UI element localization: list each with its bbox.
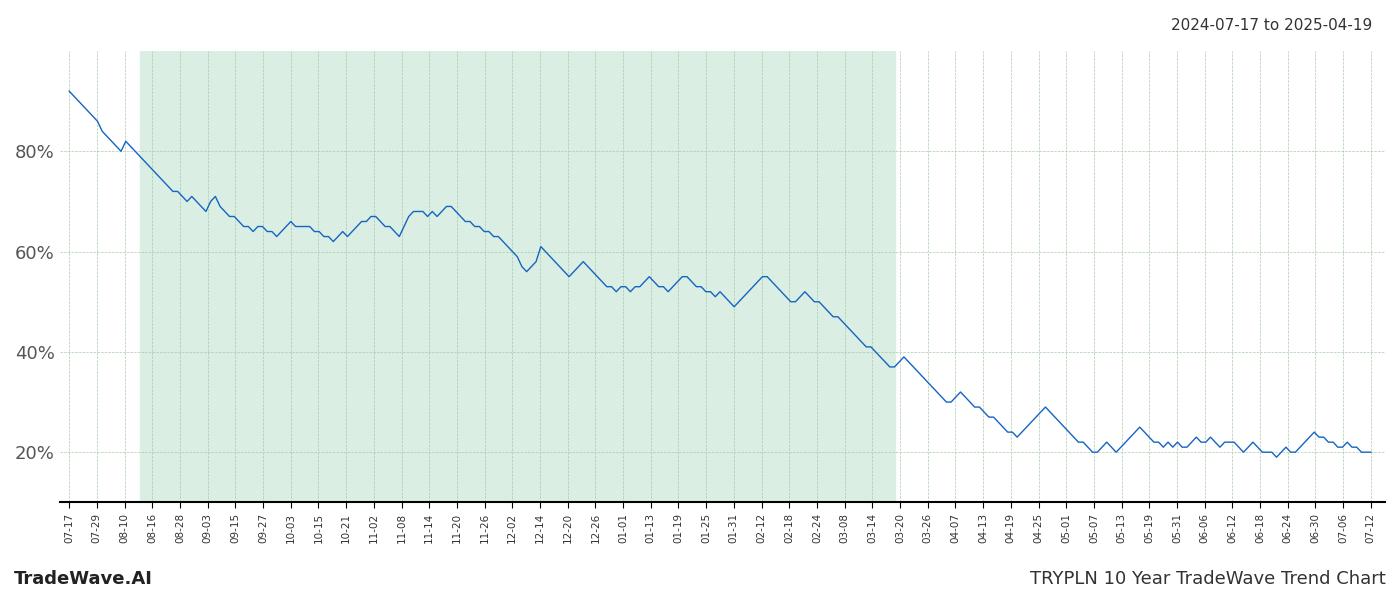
Text: 2024-07-17 to 2025-04-19: 2024-07-17 to 2025-04-19: [1170, 18, 1372, 33]
Bar: [140, 51, 895, 502]
Text: TRYPLN 10 Year TradeWave Trend Chart: TRYPLN 10 Year TradeWave Trend Chart: [1030, 570, 1386, 588]
Text: TradeWave.AI: TradeWave.AI: [14, 570, 153, 588]
